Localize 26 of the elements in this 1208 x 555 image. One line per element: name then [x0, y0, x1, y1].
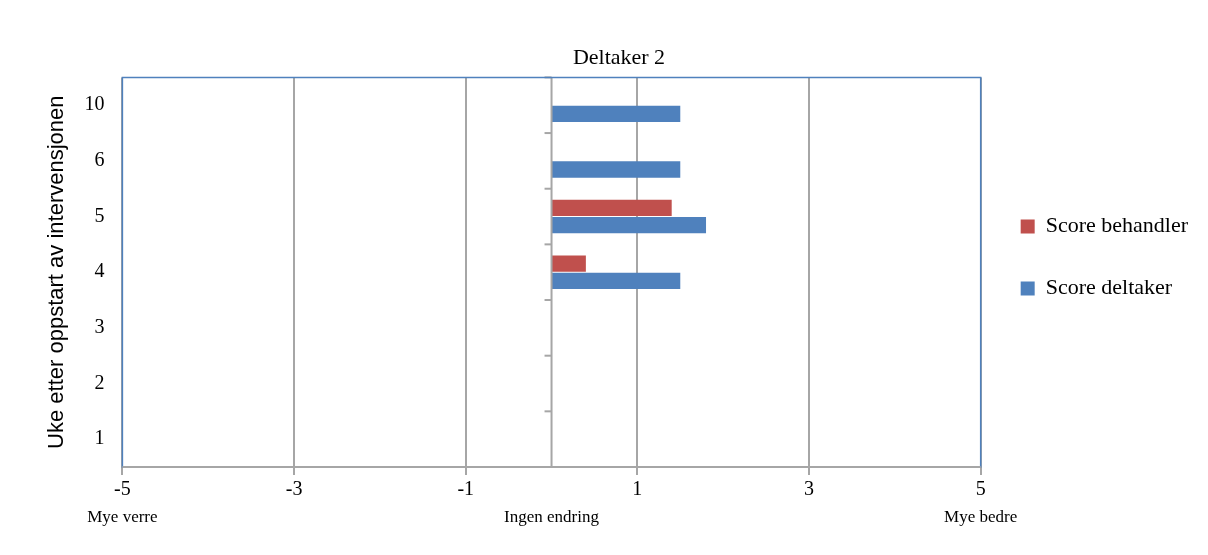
text: Mye verre [87, 506, 158, 526]
bar [551, 105, 681, 123]
bar [551, 216, 707, 234]
bar [551, 161, 681, 178]
bar [551, 199, 672, 217]
y-tick-label: 6 [94, 148, 105, 171]
x-tick-label: 1 [632, 477, 643, 500]
y-tick-label: 2 [94, 370, 105, 393]
y-tick-label: 3 [94, 315, 105, 338]
text: Ingen endring [504, 506, 600, 526]
y-tick-label: 10 [84, 92, 105, 115]
text: Mye bedre [944, 506, 1018, 526]
y-tick-label: 5 [94, 203, 105, 226]
legend-label: Score behandler [1045, 212, 1189, 238]
x-tick-label: -5 [114, 477, 131, 500]
y-tick-label: 4 [94, 259, 105, 282]
bar [551, 272, 681, 290]
y-tick-label: 1 [94, 426, 105, 449]
x-tick-label: -3 [285, 477, 303, 500]
bar [551, 255, 586, 272]
x-tick-label: 3 [804, 477, 815, 500]
legend-label: Score deltaker [1045, 274, 1173, 300]
x-tick-label: 5 [975, 477, 986, 500]
chart-title: Deltaker 2 [572, 43, 666, 69]
x-tick-label: -1 [457, 477, 475, 500]
y-axis-title: Uke etter oppstart av intervensjonen [43, 95, 69, 449]
